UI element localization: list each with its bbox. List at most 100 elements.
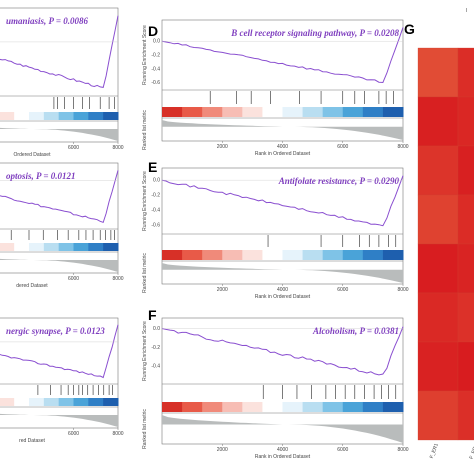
heatmap-header-fragment: I: [466, 8, 467, 14]
rank-color-segment: [73, 398, 89, 406]
panel-title: optosis, P = 0.0121: [6, 171, 76, 181]
rank-color-segment: [202, 402, 223, 412]
y2-axis-label: Ranked list metric: [142, 110, 148, 150]
ranked-metric-area: [162, 415, 403, 443]
heatmap-cell: [417, 292, 459, 343]
rank-color-segment: [362, 402, 384, 412]
heatmap-cell: [417, 47, 459, 98]
y-axis-label: Running Enrichment Score: [142, 321, 148, 381]
heatmap-cell: [417, 390, 459, 441]
rank-color-segment: [43, 398, 60, 406]
rank-color-segment: [43, 112, 60, 120]
rank-color-segment: [322, 402, 344, 412]
rank-color-segment: [58, 112, 74, 120]
enrichment-score-line: [161, 326, 404, 376]
ranked-metric-area: [0, 258, 118, 272]
rank-color-segment: [262, 402, 283, 412]
x-tick-label: 4000: [277, 447, 288, 453]
gsea-panel: optosis, P = 0.0121 6000 8000 dered Dataset: [0, 162, 124, 289]
x-axis-label: Rank in Ordered Dataset: [255, 151, 311, 157]
heatmap-cell: [457, 243, 474, 294]
heatmap-column-label: F_ERC: [469, 442, 474, 460]
rank-color-segment: [282, 107, 304, 117]
y-tick-label: -0.2: [151, 345, 160, 351]
rank-color-segment: [103, 243, 119, 251]
ranked-metric-area: [162, 263, 403, 283]
rank-color-segment: [262, 250, 283, 260]
rank-color-segment: [14, 398, 30, 406]
rank-color-segment: [58, 243, 74, 251]
heatmap-cell: [457, 292, 474, 343]
panel-title: Antifolate resistance, P = 0.0290: [278, 176, 400, 186]
x-tick-label: 6000: [68, 276, 79, 282]
plot-frame: [0, 162, 119, 274]
y-tick-label: 0.0: [153, 326, 160, 332]
y-tick-label: -0.6: [151, 80, 160, 86]
plot-frame: [161, 19, 404, 142]
rank-color-segment: [14, 112, 30, 120]
heatmap-cell: [457, 341, 474, 392]
x-tick-label: 6000: [337, 447, 348, 453]
enrichment-score-line: [161, 27, 404, 84]
heatmap-column-label: F_ER1: [429, 442, 440, 459]
gsea-panel: B cell receptor signaling pathway, P = 0…: [142, 19, 409, 157]
rank-color-segment: [58, 398, 74, 406]
rank-color-segment: [162, 402, 183, 412]
rank-color-segment: [0, 243, 15, 251]
gsea-panel: Alcoholism, P = 0.0381 2000 4000 6000 8000 Ra…: [142, 307, 409, 460]
rank-color-segment: [73, 112, 89, 120]
rank-color-segment: [382, 250, 404, 260]
rank-color-segment: [342, 107, 364, 117]
rank-color-segment: [262, 107, 283, 117]
x-tick-label: 8000: [397, 447, 408, 453]
rank-color-segment: [222, 402, 243, 412]
enrichment-score-line: [0, 170, 119, 224]
heatmap-cell: [457, 47, 474, 98]
gsea-panel: Antifolate resistance, P = 0.0290 2000 400…: [142, 159, 409, 300]
panel-letter: F: [148, 307, 157, 323]
rank-color-segment: [103, 398, 119, 406]
heatmap-cell: [417, 243, 459, 294]
panel-letter: G: [404, 21, 415, 37]
enrichment-score-line: [0, 324, 119, 379]
x-tick-label: 2000: [217, 447, 228, 453]
enrichment-score-line: [0, 15, 119, 88]
rank-color-segment: [182, 107, 203, 117]
x-tick-label: 8000: [112, 276, 123, 282]
rank-color-segment: [88, 398, 104, 406]
y-axis-label: Running Enrichment Score: [142, 25, 148, 85]
enrichment-score-line: [161, 175, 404, 227]
x-tick-label: 6000: [68, 431, 79, 437]
rank-color-segment: [103, 112, 119, 120]
rank-color-segment: [73, 243, 89, 251]
x-axis-label: Rank in Ordered Dataset: [255, 294, 311, 300]
rank-color-segment: [29, 398, 45, 406]
rank-color-segment: [0, 398, 15, 406]
panel-letter: E: [148, 159, 157, 175]
rank-color-segment: [0, 112, 15, 120]
panel-letter: D: [148, 23, 158, 39]
x-tick-label: 6000: [68, 145, 79, 151]
rank-color-segment: [202, 250, 223, 260]
x-tick-label: 8000: [112, 431, 123, 437]
panel-title: nergic synapse, P = 0.0123: [6, 326, 105, 336]
rank-color-segment: [29, 112, 45, 120]
rank-color-segment: [242, 402, 263, 412]
y-tick-label: -0.2: [151, 193, 160, 199]
x-tick-label: 8000: [397, 287, 408, 293]
y-tick-label: -0.4: [151, 66, 160, 72]
rank-color-segment: [162, 107, 183, 117]
y-axis-label: Running Enrichment Score: [142, 171, 148, 231]
x-tick-label: 6000: [337, 287, 348, 293]
ranked-metric-area: [0, 127, 118, 141]
rank-color-segment: [362, 250, 384, 260]
rank-color-segment: [342, 402, 364, 412]
x-tick-label: 4000: [277, 144, 288, 150]
y-tick-label: -0.6: [151, 222, 160, 228]
rank-color-segment: [182, 250, 203, 260]
rank-color-segment: [242, 250, 263, 260]
heatmap-cell: [417, 194, 459, 245]
x-axis-label: dered Dataset: [16, 283, 48, 289]
y-tick-label: -0.4: [151, 207, 160, 213]
